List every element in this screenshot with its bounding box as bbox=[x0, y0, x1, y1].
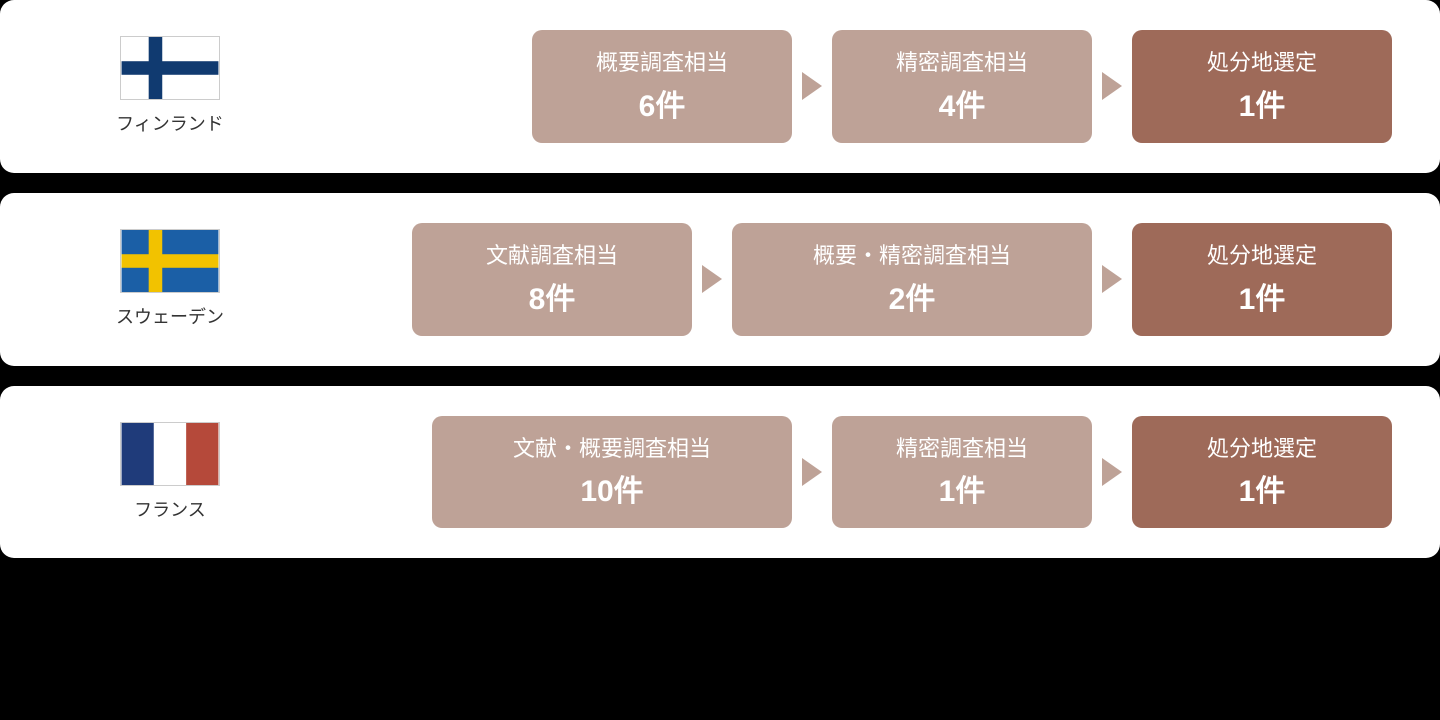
stage-label: 文献調査相当 bbox=[486, 241, 618, 272]
country-row-finland: フィンランド概要調査相当6件精密調査相当4件処分地選定1件 bbox=[0, 0, 1440, 173]
arrow-right-icon bbox=[1102, 72, 1122, 100]
arrow-right-icon bbox=[802, 72, 822, 100]
stage-count: 1件 bbox=[1239, 81, 1286, 125]
country-block: フランス bbox=[80, 422, 260, 522]
stage-label: 処分地選定 bbox=[1207, 48, 1317, 79]
stage-count: 6件 bbox=[639, 81, 686, 125]
stages-wrap: 概要調査相当6件精密調査相当4件処分地選定1件 bbox=[272, 30, 1392, 143]
flag-finland-icon bbox=[120, 36, 220, 100]
stage-label: 概要調査相当 bbox=[596, 48, 728, 79]
stage-box: 処分地選定1件 bbox=[1132, 223, 1392, 336]
stage-count: 1件 bbox=[939, 466, 986, 510]
flag-finland-icon bbox=[121, 37, 219, 99]
stage-label: 精密調査相当 bbox=[896, 48, 1028, 79]
flag-sweden-icon bbox=[120, 229, 220, 293]
arrow-right-icon bbox=[702, 265, 722, 293]
stage-count: 1件 bbox=[1239, 466, 1286, 510]
stage-box: 文献・概要調査相当10件 bbox=[432, 416, 792, 529]
stage-box: 処分地選定1件 bbox=[1132, 416, 1392, 529]
stage-label: 処分地選定 bbox=[1207, 434, 1317, 465]
stage-count: 4件 bbox=[939, 81, 986, 125]
arrow-right-icon bbox=[802, 458, 822, 486]
country-name: フランス bbox=[134, 496, 206, 522]
stage-label: 概要・精密調査相当 bbox=[813, 241, 1011, 272]
stage-label: 精密調査相当 bbox=[896, 434, 1028, 465]
arrow-right-icon bbox=[1102, 265, 1122, 293]
stages-wrap: 文献・概要調査相当10件精密調査相当1件処分地選定1件 bbox=[272, 416, 1392, 529]
stage-box: 精密調査相当1件 bbox=[832, 416, 1092, 529]
country-name: フィンランド bbox=[116, 110, 224, 136]
stage-box: 概要・精密調査相当2件 bbox=[732, 223, 1092, 336]
flag-sweden-icon bbox=[121, 230, 219, 292]
stage-box: 概要調査相当6件 bbox=[532, 30, 792, 143]
stage-box: 精密調査相当4件 bbox=[832, 30, 1092, 143]
stage-count: 2件 bbox=[889, 274, 936, 318]
stage-count: 1件 bbox=[1239, 274, 1286, 318]
stage-box: 処分地選定1件 bbox=[1132, 30, 1392, 143]
stages-wrap: 文献調査相当8件概要・精密調査相当2件処分地選定1件 bbox=[272, 223, 1392, 336]
stage-label: 文献・概要調査相当 bbox=[513, 434, 711, 465]
stage-count: 8件 bbox=[529, 274, 576, 318]
flag-france-icon bbox=[121, 423, 219, 485]
stage-count: 10件 bbox=[580, 466, 643, 510]
arrow-right-icon bbox=[1102, 458, 1122, 486]
country-row-sweden: スウェーデン文献調査相当8件概要・精密調査相当2件処分地選定1件 bbox=[0, 193, 1440, 366]
country-block: スウェーデン bbox=[80, 229, 260, 329]
stage-label: 処分地選定 bbox=[1207, 241, 1317, 272]
country-row-france: フランス文献・概要調査相当10件精密調査相当1件処分地選定1件 bbox=[0, 386, 1440, 559]
country-name: スウェーデン bbox=[116, 303, 224, 329]
country-block: フィンランド bbox=[80, 36, 260, 136]
stage-box: 文献調査相当8件 bbox=[412, 223, 692, 336]
flag-france-icon bbox=[120, 422, 220, 486]
